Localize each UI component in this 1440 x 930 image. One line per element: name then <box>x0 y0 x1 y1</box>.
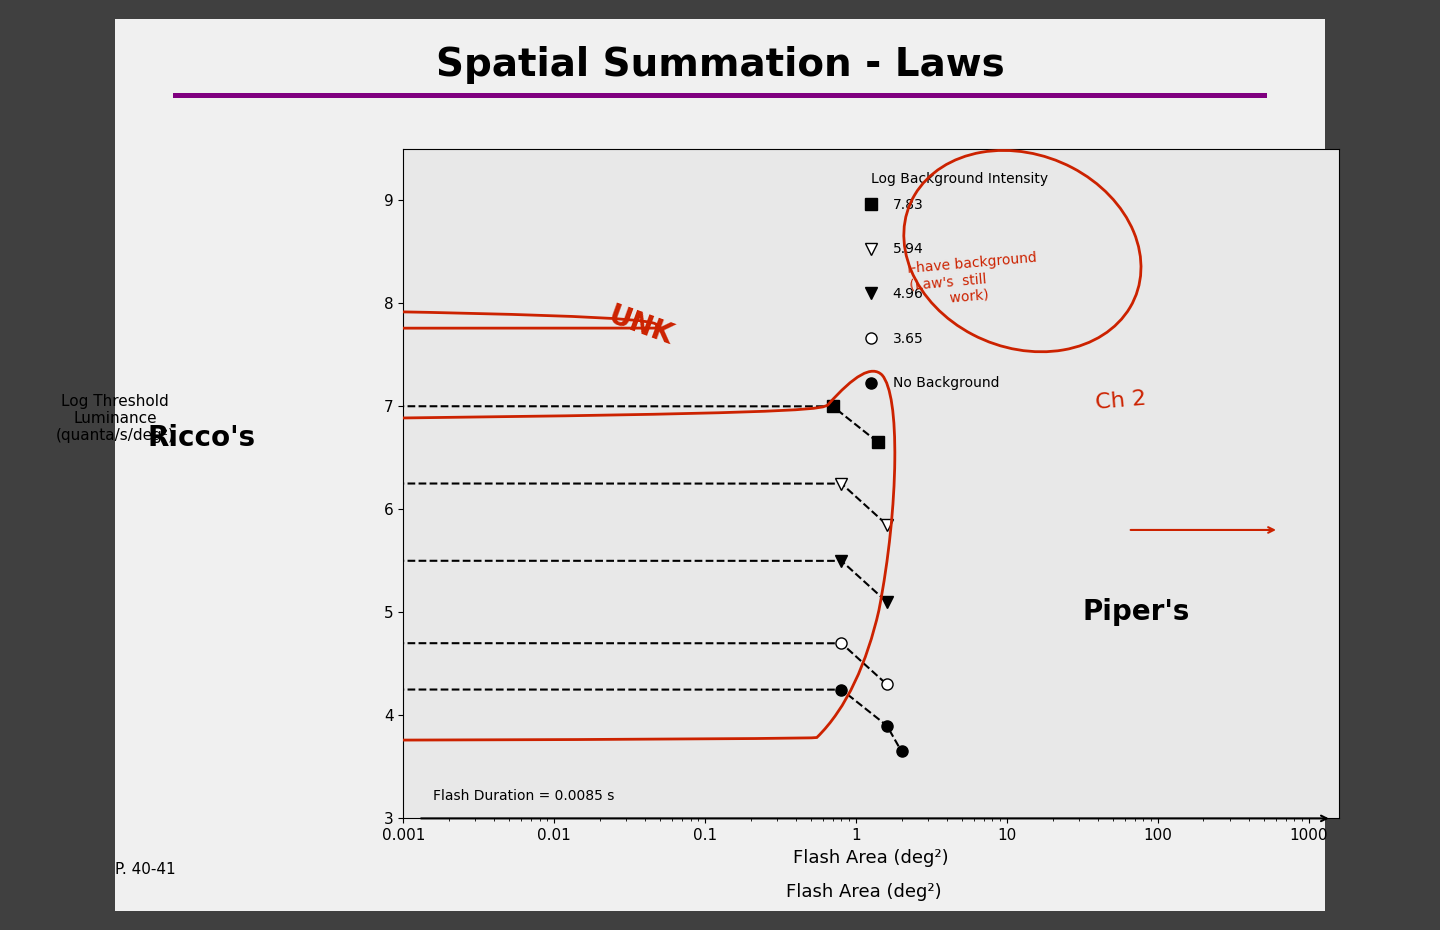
Text: I-have background
(Law's  still
         work): I-have background (Law's still work) <box>907 251 1041 309</box>
Text: 5.94: 5.94 <box>893 242 923 257</box>
Text: 7.83: 7.83 <box>893 197 923 212</box>
Text: UNK: UNK <box>605 300 677 350</box>
Text: No Background: No Background <box>893 376 999 391</box>
Text: Flash Duration = 0.0085 s: Flash Duration = 0.0085 s <box>433 789 615 803</box>
Text: Flash Area (deg²): Flash Area (deg²) <box>786 884 942 901</box>
Text: 3.65: 3.65 <box>893 331 923 346</box>
Text: Ch 2: Ch 2 <box>1094 389 1146 413</box>
Text: P. 40-41: P. 40-41 <box>115 862 176 877</box>
Text: Log Background Intensity: Log Background Intensity <box>871 172 1048 186</box>
X-axis label: Flash Area (deg²): Flash Area (deg²) <box>793 849 949 867</box>
Text: 4.96: 4.96 <box>893 286 923 301</box>
Text: Log Threshold
Luminance
(quanta/s/deg²): Log Threshold Luminance (quanta/s/deg²) <box>56 393 174 444</box>
Text: Piper's: Piper's <box>1083 598 1189 627</box>
Text: Ricco's: Ricco's <box>147 424 256 452</box>
Text: Spatial Summation - Laws: Spatial Summation - Laws <box>436 46 1004 84</box>
